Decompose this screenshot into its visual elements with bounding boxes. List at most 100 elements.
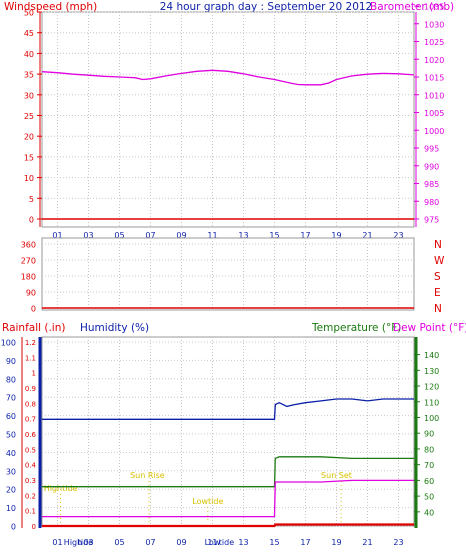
series [41, 69, 415, 220]
hour-tick: 09 [176, 538, 186, 547]
annotation-label: Sun Set [321, 471, 352, 480]
dewpoint-line [42, 479, 414, 518]
barometer-tick: 1030 [424, 20, 444, 29]
hour-tick: 07 [145, 538, 155, 547]
barometer-tick: 990 [424, 162, 439, 171]
windspeed-axis-title: Windspeed (mph) [4, 1, 97, 13]
hour-tick: 03 [83, 231, 93, 240]
degree-tick: 90 [26, 289, 36, 298]
windspeed-tick: 35 [24, 71, 34, 80]
hour-tick: 05 [114, 231, 124, 240]
barometer-tick: 985 [424, 180, 439, 189]
humidity-tick: 30 [6, 467, 16, 476]
hour-ticks: 01 03 05 07 09 11 13 15 17 19 21 23 [52, 231, 403, 240]
humidity-tick: 60 [6, 412, 16, 421]
tide-label: tide [219, 538, 234, 547]
temperature-tick: 90 [424, 430, 434, 439]
rainfall-tick: 1.1 [25, 354, 36, 362]
windspeed-tick: 0 [29, 216, 34, 225]
degree-ticks: 0 90 180 270 360 [21, 241, 36, 314]
barometer-tick: 1015 [424, 74, 444, 83]
windspeed-ticks: 0 5 10 15 20 25 30 35 40 45 50 [24, 9, 42, 227]
humidity-tick: 80 [6, 375, 16, 384]
hour-tick: 05 [114, 538, 124, 547]
hour-tick: 17 [300, 538, 310, 547]
barometer-tick: 1000 [424, 127, 444, 136]
humidity-tick: 100 [1, 339, 16, 348]
temperature-line [42, 456, 414, 488]
series [42, 398, 414, 528]
degree-tick: 270 [21, 257, 36, 266]
rainfall-tick: 0.2 [25, 492, 36, 500]
hour-tick: 13 [238, 538, 248, 547]
rainfall-tick: 0.8 [25, 400, 36, 408]
hour-tick: 07 [145, 231, 155, 240]
humidity-line [42, 398, 414, 420]
hour-tick: 23 [393, 538, 403, 547]
humidity-tick: 20 [6, 486, 16, 495]
grid [42, 238, 414, 310]
hour-tick: 21 [362, 231, 372, 240]
hour-tick: 13 [238, 231, 248, 240]
compass-tick: W [434, 255, 445, 267]
hour-tick: 15 [269, 538, 279, 547]
windspeed-tick: 50 [24, 9, 34, 18]
windspeed-tick: 25 [24, 112, 34, 121]
windspeed-tick: 15 [24, 153, 34, 162]
hour-tick: 23 [393, 231, 403, 240]
rainfall-tick: 0 [32, 523, 36, 531]
degree-tick: 180 [21, 273, 36, 282]
humidity-tick: 70 [6, 394, 16, 403]
barometer-tick: 1020 [424, 56, 444, 65]
temperature-tick: 100 [424, 414, 439, 423]
tide-labels: Hightide Lowtide [64, 538, 234, 547]
temperature-ticks: 40 50 60 70 80 90 100 110 120 130 140 [414, 351, 439, 517]
hour-tick: 03 [83, 538, 93, 547]
grid [42, 11, 414, 227]
compass-tick: S [434, 271, 441, 283]
barometer-line [41, 69, 415, 86]
tide-label: tide [78, 538, 93, 547]
temperature-tick: 130 [424, 367, 439, 376]
hour-tick: 01 [52, 538, 62, 547]
windspeed-tick: 10 [24, 174, 34, 183]
rainfall-tick: 0.7 [25, 416, 36, 424]
temperature-tick: 40 [424, 508, 434, 517]
humidity-tick: 0 [11, 523, 16, 532]
rainfall-tick: 0.5 [25, 446, 36, 454]
barometer-tick: 975 [424, 216, 439, 225]
tide-label: Low [205, 538, 221, 547]
temperature-axis-title: Temperature (°F) [311, 322, 401, 334]
panel-frame [41, 11, 415, 228]
humidity-tick: 10 [6, 504, 16, 513]
humidity-axis-title: Humidity (%) [80, 322, 149, 334]
rainfall-ticks: 0 0.1 0.2 0.3 0.4 0.5 0.6 0.7 0.8 0.9 1 1.1 1.2 [25, 339, 37, 531]
barometer-tick: 995 [424, 145, 439, 154]
compass-tick: E [434, 287, 441, 299]
humidity-tick: 90 [6, 357, 16, 366]
temperature-tick: 120 [424, 383, 439, 392]
annotation-label: Sun Rise [130, 471, 165, 480]
hour-tick: 15 [269, 231, 279, 240]
compass-tick: N [434, 239, 442, 251]
windspeed-tick: 20 [24, 133, 34, 142]
windspeed-tick: 40 [24, 50, 34, 59]
dewpoint-axis-title: Dew Point (°F) [393, 322, 466, 334]
grid [42, 337, 414, 527]
barometer-tick: 1005 [424, 109, 444, 118]
rainfall-tick: 0.6 [25, 431, 37, 439]
degree-tick: 0 [31, 305, 36, 314]
hour-tick: 11 [207, 231, 217, 240]
rainfall-tick: 0.3 [25, 477, 36, 485]
humidity-tick: 50 [6, 431, 16, 440]
hour-tick: 19 [331, 231, 341, 240]
annotations: Hightide Sun Rise Lowtide Sun Set [44, 471, 352, 523]
hour-tick: 11 [207, 538, 217, 547]
hour-ticks: 01 03 05 07 09 11 13 15 17 19 21 23 [52, 538, 403, 547]
panel-frame [41, 336, 415, 527]
humidity-tick: 40 [6, 449, 16, 458]
